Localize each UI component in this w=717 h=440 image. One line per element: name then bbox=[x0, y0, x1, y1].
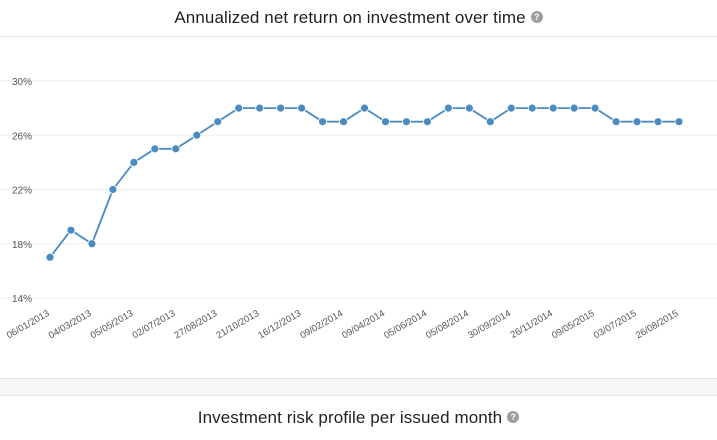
x-tick-label: 05/05/2013 bbox=[89, 308, 136, 341]
y-tick-label: 22% bbox=[12, 186, 32, 197]
data-point bbox=[590, 103, 600, 113]
x-tick-label: 06/01/2013 bbox=[5, 308, 52, 341]
x-tick-label: 02/07/2013 bbox=[131, 308, 178, 341]
data-point bbox=[653, 117, 663, 127]
x-tick-label: 09/02/2014 bbox=[298, 308, 345, 341]
data-point bbox=[506, 103, 516, 113]
question-circle-icon[interactable]: ? bbox=[507, 411, 520, 423]
data-point bbox=[674, 117, 684, 127]
panel-separator bbox=[0, 379, 717, 395]
x-tick-label: 09/05/2015 bbox=[550, 308, 597, 341]
x-tick-label: 26/11/2014 bbox=[509, 308, 555, 341]
x-tick-label: 26/08/2015 bbox=[634, 308, 681, 341]
series-line bbox=[49, 107, 679, 258]
data-point bbox=[297, 103, 307, 113]
risk-profile-header: Investment risk profile per issued month… bbox=[0, 396, 717, 440]
chart-panel: Annualized net return on investment over… bbox=[0, 0, 717, 379]
data-point bbox=[108, 185, 118, 194]
data-point bbox=[318, 117, 327, 127]
x-tick-label: 27/08/2013 bbox=[173, 308, 220, 341]
risk-profile-panel: Investment risk profile per issued month… bbox=[0, 395, 717, 437]
data-point bbox=[339, 117, 348, 127]
x-tick-label: 03/07/2015 bbox=[592, 308, 639, 341]
risk-profile-title: Investment risk profile per issued month bbox=[197, 408, 503, 427]
x-tick-label: 30/09/2014 bbox=[466, 308, 513, 341]
question-circle-icon[interactable]: ? bbox=[530, 11, 543, 23]
x-tick-label: 16/12/2013 bbox=[256, 308, 303, 341]
x-tick-label: 09/04/2014 bbox=[340, 308, 387, 341]
data-point bbox=[150, 144, 160, 154]
data-point bbox=[569, 103, 579, 113]
chart-title: Annualized net return on investment over… bbox=[174, 8, 526, 27]
data-point bbox=[213, 117, 223, 127]
data-point bbox=[360, 103, 369, 113]
data-point bbox=[255, 103, 265, 113]
y-tick-label: 30% bbox=[12, 77, 32, 88]
data-point bbox=[632, 117, 642, 127]
data-point bbox=[611, 117, 621, 127]
data-point bbox=[171, 144, 181, 154]
data-point bbox=[381, 117, 390, 127]
line-chart: 14% 18% 22% 26% 30% 06/01/201304/03/201305/05… bbox=[0, 77, 717, 341]
chart-header: Annualized net return on investment over… bbox=[0, 0, 717, 37]
data-point bbox=[443, 103, 453, 113]
data-point bbox=[129, 157, 139, 167]
line-chart-area: 14% 18% 22% 26% 30% 06/01/2013 04/03/2013 05/05… bbox=[0, 37, 717, 377]
data-point bbox=[87, 239, 97, 249]
data-point bbox=[192, 130, 202, 140]
y-tick-label: 18% bbox=[12, 240, 32, 251]
x-tick-label: 05/06/2014 bbox=[382, 308, 429, 341]
data-point bbox=[464, 103, 474, 113]
x-tick-label: 04/03/2013 bbox=[47, 308, 94, 341]
data-point bbox=[234, 103, 244, 113]
data-point bbox=[485, 117, 495, 127]
x-tick-label: 05/08/2014 bbox=[424, 308, 471, 341]
data-point bbox=[527, 103, 537, 113]
data-point bbox=[548, 103, 558, 113]
data-point bbox=[422, 117, 432, 127]
x-tick-label: 21/10/2013 bbox=[214, 308, 261, 341]
y-tick-label: 26% bbox=[12, 131, 32, 142]
y-tick-label: 14% bbox=[12, 294, 32, 305]
data-point bbox=[402, 117, 411, 127]
data-point bbox=[66, 225, 76, 235]
data-point bbox=[45, 252, 55, 262]
data-point bbox=[276, 103, 286, 113]
